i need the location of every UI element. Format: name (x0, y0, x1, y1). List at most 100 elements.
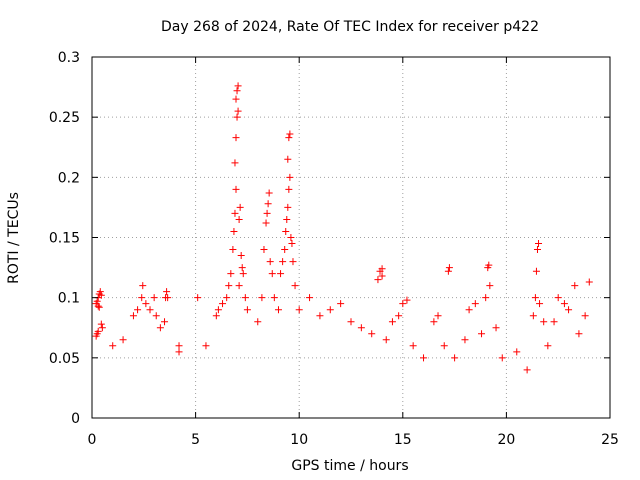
data-point (262, 219, 270, 227)
data-point (482, 294, 490, 302)
data-point (420, 354, 428, 362)
data-point (232, 134, 240, 142)
data-point (286, 130, 294, 138)
x-tick-label: 20 (497, 432, 515, 448)
data-point (285, 134, 293, 142)
data-point (461, 336, 469, 344)
data-points (92, 82, 593, 374)
data-point (109, 342, 117, 350)
data-point (544, 342, 552, 350)
data-point (219, 300, 227, 308)
data-point (451, 354, 459, 362)
data-point (239, 270, 247, 278)
data-point (440, 342, 448, 350)
data-point (571, 282, 579, 290)
data-point (513, 348, 521, 356)
data-point (306, 294, 314, 302)
data-point (575, 330, 583, 338)
data-point (533, 246, 541, 254)
data-point (214, 306, 222, 314)
data-point (284, 155, 292, 163)
data-point (270, 294, 278, 302)
data-point (265, 189, 273, 197)
data-point (175, 342, 183, 350)
y-tick-label: 0.15 (49, 231, 80, 247)
data-point (225, 282, 233, 290)
data-point (286, 173, 294, 181)
data-point (268, 270, 276, 278)
data-point (223, 294, 231, 302)
y-tick-label: 0.1 (58, 291, 80, 307)
data-point (94, 327, 102, 335)
data-point (234, 82, 242, 90)
x-tick-label: 5 (191, 432, 200, 448)
data-point (388, 318, 396, 326)
data-point (529, 312, 537, 320)
data-point (498, 354, 506, 362)
data-point (266, 258, 274, 266)
y-axis-label: ROTI / TECUs (6, 192, 22, 284)
data-point (139, 282, 147, 290)
data-point (288, 240, 296, 248)
data-point (230, 227, 238, 235)
data-point (146, 306, 154, 314)
data-point (378, 265, 386, 273)
data-point (164, 294, 172, 302)
data-point (523, 366, 531, 374)
data-point (233, 87, 241, 95)
data-point (227, 270, 235, 278)
data-point (237, 252, 245, 260)
data-point (232, 95, 240, 103)
grid-lines (92, 57, 610, 418)
data-point (357, 324, 365, 332)
data-point (279, 258, 287, 266)
data-point (134, 306, 142, 314)
y-tick-label: 0.2 (58, 170, 80, 186)
y-tick-label: 0.3 (58, 50, 80, 66)
data-point (138, 294, 146, 302)
data-point (289, 258, 297, 266)
data-point (283, 215, 291, 223)
data-point (316, 312, 324, 320)
data-point (233, 113, 241, 121)
data-point (231, 159, 239, 167)
data-point (409, 342, 417, 350)
data-point (531, 294, 539, 302)
data-point (281, 246, 289, 254)
data-point (232, 185, 240, 193)
y-tick-label: 0.05 (49, 351, 80, 367)
data-point (337, 300, 345, 308)
data-point (95, 303, 103, 311)
data-point (284, 203, 292, 211)
data-point (93, 297, 101, 305)
data-point (98, 324, 106, 332)
data-point (536, 300, 544, 308)
data-point (532, 267, 540, 275)
data-point (212, 312, 220, 320)
data-point (97, 291, 105, 299)
data-point (535, 240, 543, 248)
data-point (277, 270, 285, 278)
chart-title: Day 268 of 2024, Rate Of TEC Index for r… (161, 19, 539, 35)
data-point (202, 342, 210, 350)
data-point (368, 330, 376, 338)
x-tick-label: 15 (394, 432, 412, 448)
data-point (291, 282, 299, 290)
data-point (565, 306, 573, 314)
data-point (263, 209, 271, 217)
data-point (403, 296, 411, 304)
data-point (274, 306, 282, 314)
data-point (486, 282, 494, 290)
data-point (241, 294, 249, 302)
data-point (150, 294, 158, 302)
data-point (382, 336, 390, 344)
data-point (231, 209, 239, 217)
data-point (374, 276, 382, 284)
data-point (234, 107, 242, 115)
data-point (194, 294, 202, 302)
data-point (161, 318, 169, 326)
x-axis-label: GPS time / hours (291, 458, 408, 474)
data-point (295, 306, 303, 314)
data-point (254, 318, 262, 326)
